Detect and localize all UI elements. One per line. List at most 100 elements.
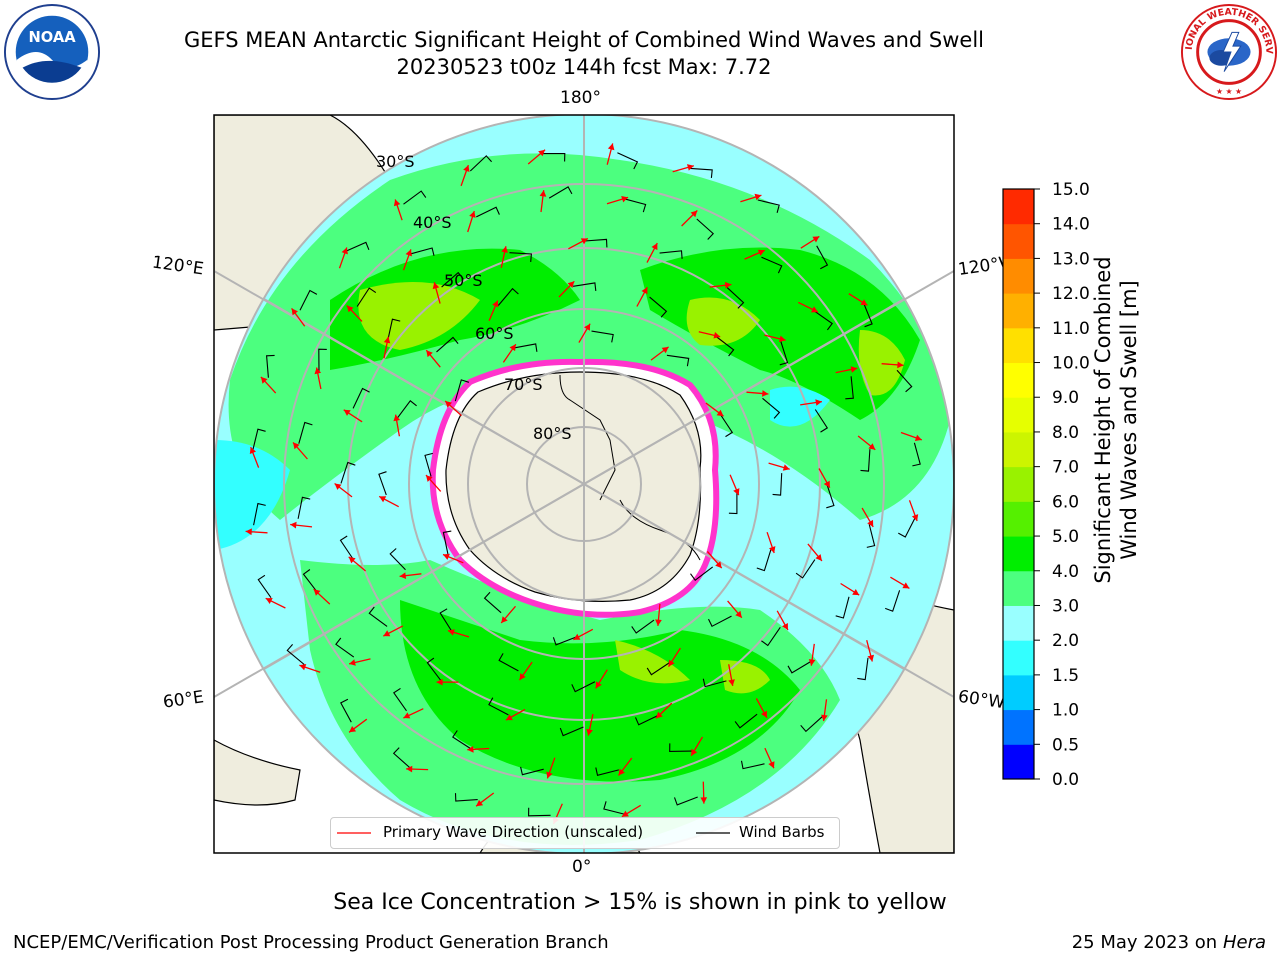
wave-direction-arrow: [348, 556, 367, 572]
nws-logo: NATIONAL WEATHER SERVICE ★ ★ ★: [1180, 3, 1278, 101]
wind-barb: [624, 198, 647, 213]
wind-barb: [253, 502, 266, 526]
wind-barb: [866, 524, 876, 548]
wave-direction-arrow: [432, 282, 441, 304]
colorbar-segment: [1003, 327, 1034, 364]
wind-barb: [673, 796, 698, 806]
map-subtitle-run-info: 20230523 t00z 144h fcst Max: 7.72: [396, 55, 772, 79]
wind-barb: [762, 397, 781, 419]
wave-direction-arrow: [291, 308, 306, 327]
wave-direction-arrow: [290, 521, 313, 529]
wave-direction-arrow: [500, 605, 516, 624]
noaa-logo: NOAA: [3, 3, 101, 101]
wave-direction-arrow: [840, 582, 860, 596]
wave-direction-arrow: [636, 286, 648, 307]
wind-barb: [571, 681, 596, 693]
colorbar-tick-label: 12.0: [1052, 284, 1090, 304]
wave-direction-arrow: [425, 474, 442, 492]
wind-barb: [826, 484, 835, 509]
wave-direction-arrow: [442, 553, 464, 564]
wave-direction-arrow: [766, 531, 776, 554]
colorbar-segment: [1003, 709, 1034, 745]
colorbar: 0.0 0.5 1.0 1.5 2.0 3.0 4.0 5.0 6.0 7.0 8.0 9.0 10.0…: [1002, 180, 1090, 790]
wave-direction-arrow: [698, 331, 721, 339]
colorbar-tick-label: 15.0: [1052, 180, 1090, 200]
colorbar-tick-label: 1.0: [1052, 701, 1079, 721]
wave-direction-arrow: [606, 143, 615, 165]
wave-direction-arrow: [475, 792, 495, 807]
wave-direction-arrow: [768, 462, 790, 471]
wind-barb: [761, 256, 783, 274]
wave-direction-arrow: [539, 190, 547, 213]
wind-barb: [646, 662, 671, 676]
wind-barb: [885, 590, 901, 612]
wave-direction-arrow: [403, 708, 424, 719]
wind-barb: [318, 348, 327, 372]
wind-barb: [666, 354, 690, 367]
footer-branch: NCEP/EMC/Verification Post Processing Pr…: [13, 932, 609, 953]
wave-direction-arrow: [861, 507, 874, 528]
colorbar-tick-label: 11.0: [1052, 319, 1090, 339]
wind-barb: [573, 282, 597, 291]
wind-barb: [403, 190, 427, 205]
wave-direction-arrow: [334, 482, 353, 498]
lat-label-30s: 30°S: [376, 152, 415, 171]
wave-direction-arrow: [460, 164, 470, 187]
wind-barb: [286, 644, 305, 665]
colorbar-tick-label: 2.0: [1052, 631, 1079, 651]
wind-barb: [340, 698, 352, 723]
wave-direction-arrow: [502, 343, 517, 363]
map-legend: Primary Wave Direction (unscaled) Wind B…: [330, 817, 840, 849]
colorbar-tick-label: 10.0: [1052, 354, 1090, 374]
wind-barbs: [252, 152, 921, 817]
colorbar-label-line1: Significant Height of Combined: [1091, 256, 1115, 584]
wind-barb: [649, 296, 668, 318]
colorbar-tick-label: 0.0: [1052, 770, 1079, 790]
colorbar-segment: [1003, 674, 1034, 711]
wind-barb: [441, 271, 464, 288]
wind-barb: [584, 238, 608, 248]
wave-direction-arrow: [406, 765, 429, 773]
wind-barb: [387, 318, 401, 341]
wind-barb: [340, 461, 356, 484]
lat-label-60s: 60°S: [475, 324, 514, 343]
wind-barb: [469, 155, 493, 172]
svg-text:★ ★ ★: ★ ★ ★: [1216, 87, 1242, 96]
wave-direction-arrow: [672, 164, 694, 173]
wave-direction-arrow: [393, 199, 403, 221]
wave-direction-arrow: [586, 713, 594, 736]
lat-label-70s: 70°S: [504, 375, 543, 394]
legend-wind-barbs-label: Wind Barbs: [739, 823, 825, 841]
wave-direction-arrow: [595, 669, 608, 689]
colorbar-segment: [1003, 362, 1034, 398]
wave-direction-arrow: [393, 414, 401, 437]
wave-direction-arrow: [346, 305, 363, 322]
wave-direction-arrow: [348, 658, 371, 666]
wind-barb: [814, 409, 829, 433]
wave-direction-arrow: [568, 237, 589, 250]
colorbar-tick-label: 4.0: [1052, 562, 1079, 582]
wave-direction-arrow: [313, 588, 331, 605]
wind-barb: [787, 661, 812, 674]
wind-barb: [631, 619, 655, 634]
wave-direction-arrow: [546, 757, 556, 779]
wave-direction-arrow: [348, 718, 368, 733]
wind-barb: [896, 369, 913, 393]
wave-direction-arrow: [728, 664, 735, 687]
colorbar-segment: [1003, 466, 1034, 502]
wave-direction-arrow: [382, 625, 404, 637]
colorbar-tick-label: 8.0: [1052, 423, 1079, 443]
wave-direction-arrow: [617, 757, 633, 776]
colorbar-segment: [1003, 189, 1034, 225]
wind-barb: [483, 591, 502, 614]
colorbar-segment: [1003, 536, 1034, 572]
wind-barb: [559, 726, 584, 737]
sea-ice-note: Sea Ice Concentration > 15% is shown in …: [333, 890, 947, 915]
wave-direction-arrow: [378, 495, 400, 508]
wave-direction-arrow: [467, 210, 476, 233]
legend-wave-direction-label: Primary Wave Direction (unscaled): [383, 823, 644, 841]
footer-machine: Hera: [1222, 932, 1266, 953]
wave-direction-arrow: [890, 576, 910, 589]
wave-direction-arrow: [621, 804, 642, 818]
wind-barb: [726, 287, 745, 309]
